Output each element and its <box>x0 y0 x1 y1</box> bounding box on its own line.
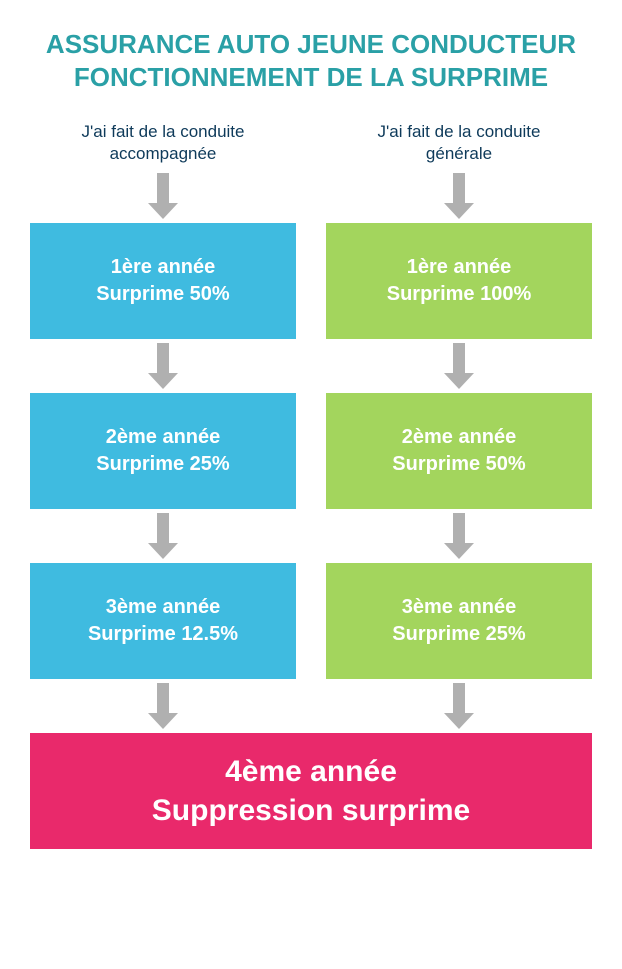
column-right: J'ai fait de la conduite générale 1ère a… <box>326 121 592 733</box>
diagram-title: ASSURANCE AUTO JEUNE CONDUCTEUR FONCTION… <box>30 28 592 93</box>
step-box: 1ère année Surprime 100% <box>326 223 592 339</box>
column-header-right: J'ai fait de la conduite générale <box>378 121 541 165</box>
arrow-down-icon <box>444 509 474 563</box>
column-left: J'ai fait de la conduite accompagnée 1èr… <box>30 121 296 733</box>
step-box: 2ème année Surprime 25% <box>30 393 296 509</box>
step-box: 1ère année Surprime 50% <box>30 223 296 339</box>
title-line2: FONCTIONNEMENT DE LA SURPRIME <box>74 62 548 92</box>
arrow-down-icon <box>148 339 178 393</box>
arrow-down-icon <box>444 169 474 223</box>
step-box: 3ème année Surprime 12.5% <box>30 563 296 679</box>
final-box: 4ème année Suppression surprime <box>30 733 592 849</box>
title-line1: ASSURANCE AUTO JEUNE CONDUCTEUR <box>46 29 576 59</box>
arrow-down-icon <box>444 679 474 733</box>
arrow-down-icon <box>444 339 474 393</box>
arrow-down-icon <box>148 679 178 733</box>
arrow-down-icon <box>148 169 178 223</box>
final-row: 4ème année Suppression surprime <box>30 733 592 849</box>
columns-container: J'ai fait de la conduite accompagnée 1èr… <box>30 121 592 733</box>
step-box: 2ème année Surprime 50% <box>326 393 592 509</box>
column-header-left: J'ai fait de la conduite accompagnée <box>82 121 245 165</box>
arrow-down-icon <box>148 509 178 563</box>
step-box: 3ème année Surprime 25% <box>326 563 592 679</box>
